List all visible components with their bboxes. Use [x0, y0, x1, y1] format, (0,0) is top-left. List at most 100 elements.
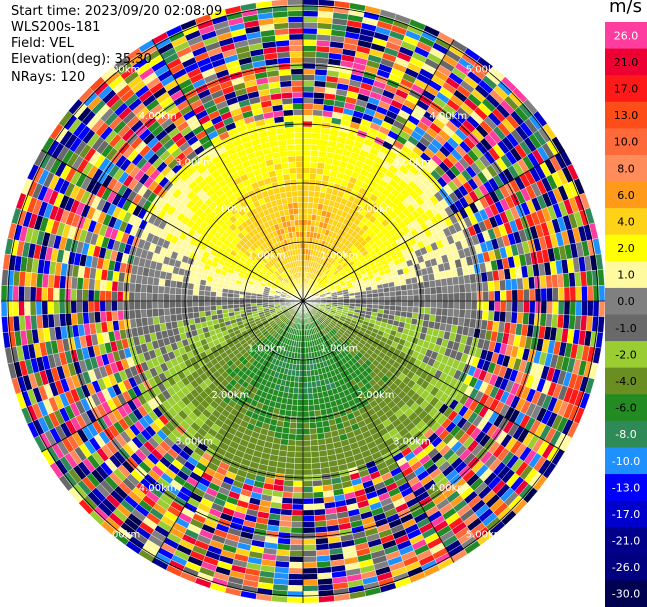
velocity-gate [192, 289, 200, 296]
velocity-gate [287, 585, 304, 592]
velocity-gate [244, 300, 251, 305]
velocity-gate [175, 280, 183, 289]
velocity-gate [302, 486, 314, 493]
velocity-gate [305, 352, 310, 360]
velocity-gate [209, 295, 217, 302]
velocity-gate [313, 86, 326, 94]
velocity-gate [569, 300, 577, 316]
velocity-gate [302, 585, 319, 592]
velocity-gate [170, 279, 177, 288]
velocity-gate [164, 278, 172, 288]
velocity-gate [169, 300, 176, 309]
velocity-gate [401, 295, 408, 302]
velocity-gate [70, 300, 77, 314]
velocity-gate [429, 286, 437, 295]
velocity-gate [12, 285, 19, 302]
velocity-gate [76, 288, 83, 302]
velocity-gate [146, 308, 153, 318]
velocity-gate [302, 579, 319, 586]
velocity-gate [302, 347, 306, 354]
velocity-gate [510, 311, 518, 324]
velocity-gate [377, 288, 385, 294]
velocity-gate [302, 27, 318, 35]
velocity-gate [117, 300, 124, 311]
velocity-gate [297, 399, 304, 406]
velocity-gate [309, 167, 318, 175]
velocity-gate [302, 428, 311, 435]
velocity-gate [302, 393, 309, 400]
velocity-gate [429, 307, 437, 316]
velocity-gate [314, 179, 323, 187]
velocity-gate [436, 300, 443, 309]
velocity-gate [312, 491, 324, 499]
velocity-gate [291, 515, 304, 522]
velocity-gate [546, 300, 553, 315]
velocity-gate [383, 287, 390, 293]
velocity-gate [227, 304, 234, 310]
velocity-gate [302, 532, 316, 540]
velocity-gate [296, 422, 304, 429]
velocity-gate [308, 410, 316, 418]
velocity-gate [280, 503, 293, 510]
velocity-gate [302, 190, 309, 197]
velocity-gate [302, 382, 308, 389]
velocity-gate [581, 285, 588, 302]
velocity-gate [186, 300, 193, 308]
velocity-gate [313, 508, 326, 516]
velocity-gate [244, 297, 251, 302]
velocity-gate [290, 521, 304, 528]
velocity-gate [99, 279, 107, 291]
velocity-gate [314, 514, 327, 522]
velocity-gate [349, 295, 356, 299]
velocity-gate [517, 300, 524, 313]
velocity-gate [286, 451, 296, 458]
velocity-gate [295, 428, 304, 435]
velocity-gate [298, 370, 304, 377]
velocity-gate [302, 184, 310, 191]
velocity-gate [309, 433, 318, 441]
velocity-gate [459, 292, 466, 302]
velocity-gate [24, 286, 31, 302]
velocity-gate [198, 306, 205, 313]
velocity-gate [186, 306, 194, 314]
velocity-gate [298, 376, 304, 383]
velocity-gate [53, 300, 60, 315]
velocity-gate [288, 427, 297, 435]
velocity-gate [134, 309, 142, 319]
velocity-gate [308, 196, 315, 203]
velocity-gate [406, 283, 413, 291]
velocity-gate [210, 305, 217, 311]
velocity-gate [311, 462, 321, 470]
velocity-gate [441, 308, 449, 317]
velocity-gate [302, 109, 314, 116]
velocity-gate [313, 191, 321, 198]
velocity-gate [192, 295, 199, 302]
velocity-gate [35, 300, 43, 316]
velocity-gate [453, 300, 460, 310]
velocity-gate [134, 300, 141, 310]
velocity-gate [181, 312, 189, 321]
velocity-gate [289, 550, 304, 557]
velocity-gate [302, 39, 317, 46]
velocity-gate [482, 291, 489, 302]
velocity-gate [227, 300, 234, 306]
velocity-gate [417, 281, 425, 290]
velocity-gate [290, 538, 304, 546]
velocity-gate [540, 300, 548, 314]
velocity-gate [523, 288, 530, 302]
velocity-gate [146, 276, 155, 286]
velocity-gate [310, 375, 316, 383]
velocity-gate [288, 433, 297, 441]
velocity-gate [1, 269, 9, 286]
velocity-gate [418, 300, 426, 308]
velocity-gate [169, 307, 177, 316]
velocity-gate [407, 295, 414, 302]
velocity-gate [311, 456, 321, 464]
velocity-gate [424, 300, 431, 308]
velocity-gate [152, 308, 159, 317]
velocity-gate [288, 561, 304, 569]
velocity-gate [146, 284, 153, 294]
velocity-gate [163, 307, 171, 316]
velocity-gate [442, 300, 449, 309]
velocity-gate [389, 291, 396, 297]
